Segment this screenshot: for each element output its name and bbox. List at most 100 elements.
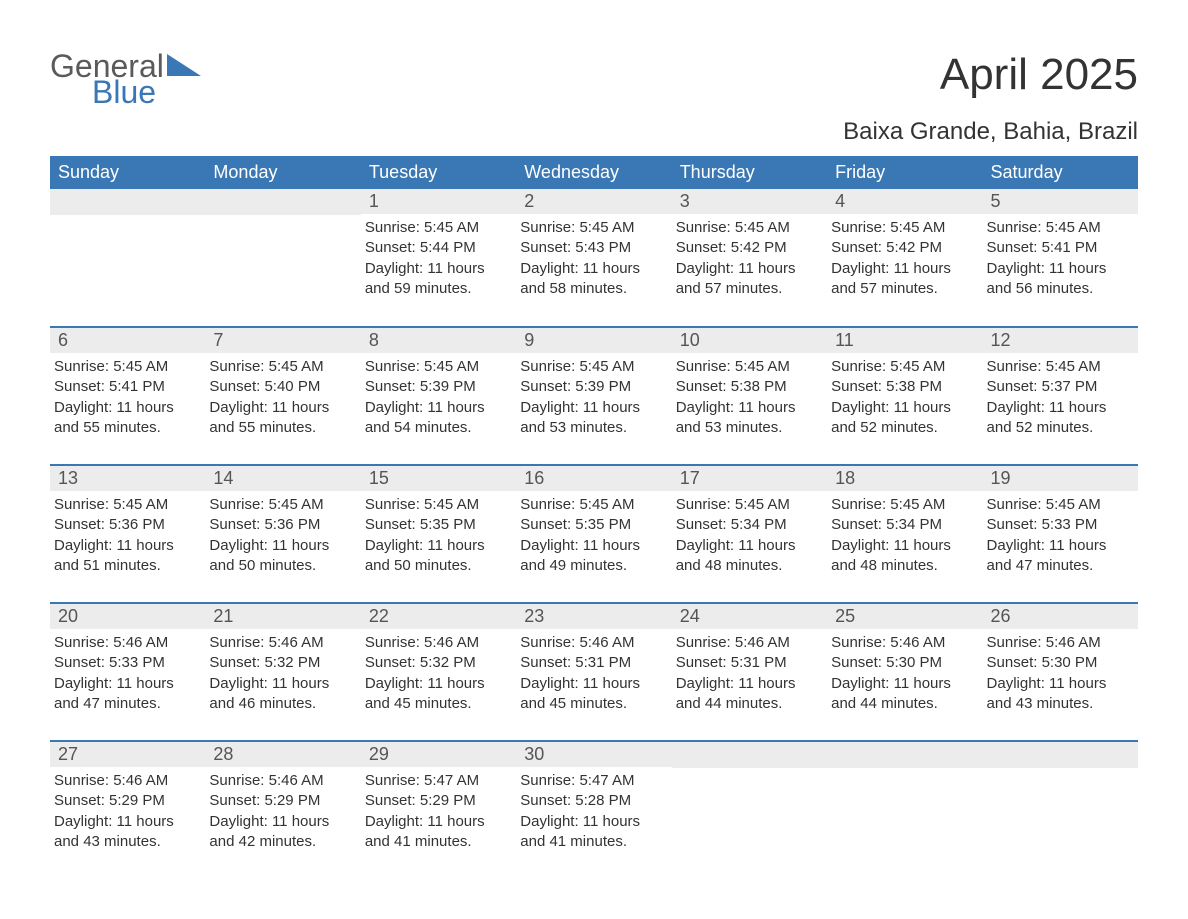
day-sunrise: Sunrise: 5:46 AM bbox=[209, 633, 354, 653]
day-sunset: Sunset: 5:29 PM bbox=[54, 791, 199, 811]
day-sunset: Sunset: 5:34 PM bbox=[676, 515, 821, 535]
day-sunrise: Sunrise: 5:47 AM bbox=[520, 771, 665, 791]
day-details: Sunrise: 5:45 AMSunset: 5:36 PMDaylight:… bbox=[205, 491, 360, 582]
day-dl1: Daylight: 11 hours bbox=[520, 536, 665, 556]
day-sunrise: Sunrise: 5:46 AM bbox=[54, 633, 199, 653]
day-dl2: and 42 minutes. bbox=[209, 832, 354, 852]
day-sunrise: Sunrise: 5:45 AM bbox=[987, 218, 1132, 238]
calendar-week: 20Sunrise: 5:46 AMSunset: 5:33 PMDayligh… bbox=[50, 603, 1138, 741]
day-sunrise: Sunrise: 5:46 AM bbox=[209, 771, 354, 791]
calendar-cell: 12Sunrise: 5:45 AMSunset: 5:37 PMDayligh… bbox=[983, 327, 1138, 465]
day-number: 8 bbox=[361, 328, 516, 353]
day-dl1: Daylight: 11 hours bbox=[987, 674, 1132, 694]
day-number-empty bbox=[205, 189, 360, 215]
day-number: 25 bbox=[827, 604, 982, 629]
day-details: Sunrise: 5:45 AMSunset: 5:38 PMDaylight:… bbox=[672, 353, 827, 444]
day-dl1: Daylight: 11 hours bbox=[520, 674, 665, 694]
day-dl1: Daylight: 11 hours bbox=[987, 398, 1132, 418]
day-details: Sunrise: 5:47 AMSunset: 5:29 PMDaylight:… bbox=[361, 767, 516, 858]
day-dl1: Daylight: 11 hours bbox=[54, 536, 199, 556]
day-sunrise: Sunrise: 5:45 AM bbox=[676, 495, 821, 515]
day-dl1: Daylight: 11 hours bbox=[209, 398, 354, 418]
day-sunset: Sunset: 5:40 PM bbox=[209, 377, 354, 397]
day-number: 22 bbox=[361, 604, 516, 629]
day-sunset: Sunset: 5:36 PM bbox=[54, 515, 199, 535]
calendar-cell bbox=[50, 189, 205, 327]
day-number-empty bbox=[50, 189, 205, 215]
logo-text-blue: Blue bbox=[92, 76, 201, 108]
day-details: Sunrise: 5:45 AMSunset: 5:42 PMDaylight:… bbox=[672, 214, 827, 305]
weekday-header: Thursday bbox=[672, 156, 827, 189]
day-dl1: Daylight: 11 hours bbox=[676, 536, 821, 556]
calendar-cell: 15Sunrise: 5:45 AMSunset: 5:35 PMDayligh… bbox=[361, 465, 516, 603]
day-details: Sunrise: 5:46 AMSunset: 5:32 PMDaylight:… bbox=[361, 629, 516, 720]
day-dl1: Daylight: 11 hours bbox=[54, 398, 199, 418]
day-dl2: and 57 minutes. bbox=[676, 279, 821, 299]
day-dl2: and 50 minutes. bbox=[209, 556, 354, 576]
day-sunset: Sunset: 5:28 PM bbox=[520, 791, 665, 811]
calendar-cell: 9Sunrise: 5:45 AMSunset: 5:39 PMDaylight… bbox=[516, 327, 671, 465]
day-sunrise: Sunrise: 5:46 AM bbox=[520, 633, 665, 653]
day-dl2: and 48 minutes. bbox=[831, 556, 976, 576]
day-dl2: and 55 minutes. bbox=[54, 418, 199, 438]
day-number: 14 bbox=[205, 466, 360, 491]
calendar-week: 1Sunrise: 5:45 AMSunset: 5:44 PMDaylight… bbox=[50, 189, 1138, 327]
day-sunset: Sunset: 5:36 PM bbox=[209, 515, 354, 535]
calendar-cell: 16 Sunrise: 5:45 AMSunset: 5:35 PMDayligh… bbox=[516, 465, 671, 603]
day-sunset: Sunset: 5:41 PM bbox=[54, 377, 199, 397]
calendar-cell bbox=[983, 741, 1138, 879]
day-dl2: and 45 minutes. bbox=[365, 694, 510, 714]
day-dl2: and 52 minutes. bbox=[987, 418, 1132, 438]
day-dl1: Daylight: 11 hours bbox=[676, 398, 821, 418]
day-dl2: and 47 minutes. bbox=[987, 556, 1132, 576]
day-number: 4 bbox=[827, 189, 982, 214]
day-sunrise: Sunrise: 5:45 AM bbox=[54, 495, 199, 515]
calendar-cell: 29Sunrise: 5:47 AMSunset: 5:29 PMDayligh… bbox=[361, 741, 516, 879]
day-dl1: Daylight: 11 hours bbox=[831, 259, 976, 279]
day-sunrise: Sunrise: 5:45 AM bbox=[987, 495, 1132, 515]
day-number: 12 bbox=[983, 328, 1138, 353]
day-sunrise: Sunrise: 5:45 AM bbox=[520, 495, 665, 515]
day-sunset: Sunset: 5:31 PM bbox=[520, 653, 665, 673]
weekday-header: Friday bbox=[827, 156, 982, 189]
day-sunset: Sunset: 5:32 PM bbox=[365, 653, 510, 673]
header: General Blue April 2025 Baixa Grande, Ba… bbox=[50, 50, 1138, 146]
day-dl1: Daylight: 11 hours bbox=[209, 812, 354, 832]
title-block: April 2025 Baixa Grande, Bahia, Brazil bbox=[843, 50, 1138, 146]
calendar-cell: 6Sunrise: 5:45 AMSunset: 5:41 PMDaylight… bbox=[50, 327, 205, 465]
day-sunrise: Sunrise: 5:45 AM bbox=[365, 495, 510, 515]
day-dl1: Daylight: 11 hours bbox=[987, 259, 1132, 279]
day-sunset: Sunset: 5:33 PM bbox=[54, 653, 199, 673]
day-details: Sunrise: 5:45 AMSunset: 5:37 PMDaylight:… bbox=[983, 353, 1138, 444]
calendar-cell: 3Sunrise: 5:45 AMSunset: 5:42 PMDaylight… bbox=[672, 189, 827, 327]
weekday-header: Tuesday bbox=[361, 156, 516, 189]
day-sunrise: Sunrise: 5:46 AM bbox=[987, 633, 1132, 653]
weekday-header: Wednesday bbox=[516, 156, 671, 189]
day-details: Sunrise: 5:45 AMSunset: 5:40 PMDaylight:… bbox=[205, 353, 360, 444]
calendar-cell: 26Sunrise: 5:46 AMSunset: 5:30 PMDayligh… bbox=[983, 603, 1138, 741]
day-number: 28 bbox=[205, 742, 360, 767]
day-details: Sunrise: 5:45 AMSunset: 5:39 PMDaylight:… bbox=[361, 353, 516, 444]
day-details: Sunrise: 5:45 AMSunset: 5:41 PMDaylight:… bbox=[50, 353, 205, 444]
day-number-empty bbox=[983, 742, 1138, 768]
day-number: 2 bbox=[516, 189, 671, 214]
day-details: Sunrise: 5:46 AMSunset: 5:30 PMDaylight:… bbox=[827, 629, 982, 720]
calendar-cell: 8Sunrise: 5:45 AMSunset: 5:39 PMDaylight… bbox=[361, 327, 516, 465]
day-dl1: Daylight: 11 hours bbox=[520, 259, 665, 279]
day-number: 24 bbox=[672, 604, 827, 629]
weekday-header: Saturday bbox=[983, 156, 1138, 189]
calendar-cell: 30Sunrise: 5:47 AMSunset: 5:28 PMDayligh… bbox=[516, 741, 671, 879]
day-sunset: Sunset: 5:30 PM bbox=[831, 653, 976, 673]
weekday-row: SundayMondayTuesdayWednesdayThursdayFrid… bbox=[50, 156, 1138, 189]
day-number: 16 bbox=[516, 466, 671, 491]
day-sunset: Sunset: 5:35 PM bbox=[520, 515, 665, 535]
day-dl2: and 50 minutes. bbox=[365, 556, 510, 576]
day-dl1: Daylight: 11 hours bbox=[365, 398, 510, 418]
day-sunrise: Sunrise: 5:47 AM bbox=[365, 771, 510, 791]
day-number: 21 bbox=[205, 604, 360, 629]
day-sunset: Sunset: 5:42 PM bbox=[676, 238, 821, 258]
day-number-empty bbox=[827, 742, 982, 768]
day-dl1: Daylight: 11 hours bbox=[365, 259, 510, 279]
day-details: Sunrise: 5:45 AMSunset: 5:35 PMDaylight:… bbox=[361, 491, 516, 582]
day-details: Sunrise: 5:45 AMSunset: 5:36 PMDaylight:… bbox=[50, 491, 205, 582]
